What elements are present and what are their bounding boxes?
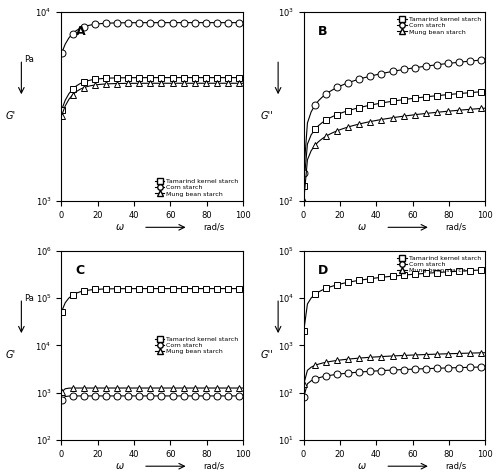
Text: G': G'	[6, 350, 16, 360]
Text: C: C	[76, 264, 85, 277]
Text: G'': G''	[261, 111, 274, 121]
Text: $\omega$: $\omega$	[115, 222, 125, 232]
Text: Pa: Pa	[24, 294, 34, 303]
Text: G'': G''	[261, 350, 274, 360]
Text: B: B	[318, 25, 328, 38]
Legend: Tamarind kernel starch, Corn starch, Mung bean starch: Tamarind kernel starch, Corn starch, Mun…	[154, 335, 240, 356]
Text: A: A	[76, 25, 86, 38]
Text: $\omega$: $\omega$	[358, 461, 367, 471]
Text: D: D	[318, 264, 328, 277]
Text: rad/s: rad/s	[445, 223, 466, 232]
Legend: Tamarind kernel starch, Corn starch, Mung bean starch: Tamarind kernel starch, Corn starch, Mun…	[396, 254, 482, 275]
Text: Pa: Pa	[24, 55, 34, 64]
Text: rad/s: rad/s	[445, 462, 466, 471]
Legend: Tamarind kernel starch, Corn starch, Mung bean starch: Tamarind kernel starch, Corn starch, Mun…	[154, 177, 240, 198]
Legend: Tamarind kernel starch, Corn starch, Mung bean starch: Tamarind kernel starch, Corn starch, Mun…	[396, 15, 482, 36]
Text: G': G'	[6, 111, 16, 121]
Text: $\omega$: $\omega$	[358, 222, 367, 232]
Text: rad/s: rad/s	[203, 223, 224, 232]
Text: $\omega$: $\omega$	[115, 461, 125, 471]
Text: rad/s: rad/s	[203, 462, 224, 471]
